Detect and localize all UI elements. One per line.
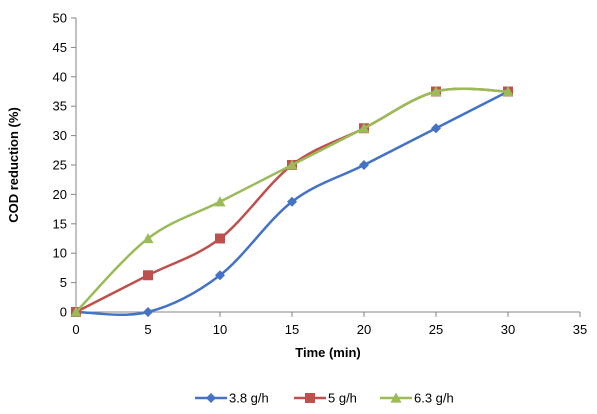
y-ticks: 0 5 10 15 20 25 30 35 40 45 50 [53,11,76,320]
data-point [215,233,225,244]
data-point [286,159,298,170]
axes [75,18,580,313]
legend-item: 6.3 g/h [380,391,454,406]
legend-swatch-marker [305,393,315,403]
x-tick-label: 0 [72,322,79,337]
x-tick-label: 10 [213,322,227,337]
y-tick-label: 50 [53,11,67,26]
y-tick-label: 35 [53,99,67,114]
data-point [215,270,225,281]
x-tick-label: 20 [357,322,371,337]
data-point [214,196,226,207]
data-point [142,233,154,244]
legend-item: 3.8 g/h [195,391,269,406]
legend-swatch-marker [390,392,402,403]
y-tick-label: 20 [53,187,67,202]
legend: 3.8 g/h 5 g/h 6.3 g/h [195,391,454,406]
data-point [70,306,82,317]
x-axis-title: Time (min) [295,345,361,360]
x-ticks: 0 5 10 15 20 25 30 35 [72,312,587,337]
series-3-8-g-h [71,86,513,317]
x-tick-label: 15 [285,322,299,337]
x-tick-label: 5 [144,322,151,337]
data-point [287,196,297,207]
y-tick-label: 45 [53,40,67,55]
y-tick-label: 30 [53,128,67,143]
legend-item: 5 g/h [294,391,357,406]
data-point [359,160,369,170]
x-tick-label: 35 [573,322,587,337]
legend-swatch-marker [206,393,216,403]
legend-label: 6.3 g/h [414,391,454,406]
y-axis-title: COD reduction (%) [6,107,21,223]
y-tick-label: 25 [53,158,67,173]
data-point [143,307,153,317]
series-6-3-g-h [70,86,514,317]
x-tick-label: 30 [501,322,515,337]
y-tick-label: 15 [53,216,67,231]
data-point [430,86,442,97]
data-point [431,123,441,134]
legend-label: 5 g/h [328,391,357,406]
y-tick-label: 40 [53,69,67,84]
y-tick-label: 0 [60,305,67,320]
data-point [502,86,514,97]
legend-label: 3.8 g/h [229,391,269,406]
data-point [143,270,153,281]
data-point [358,122,370,133]
x-tick-label: 25 [429,322,443,337]
series-layer [70,86,514,317]
y-tick-label: 5 [60,275,67,290]
y-tick-label: 10 [53,246,67,261]
